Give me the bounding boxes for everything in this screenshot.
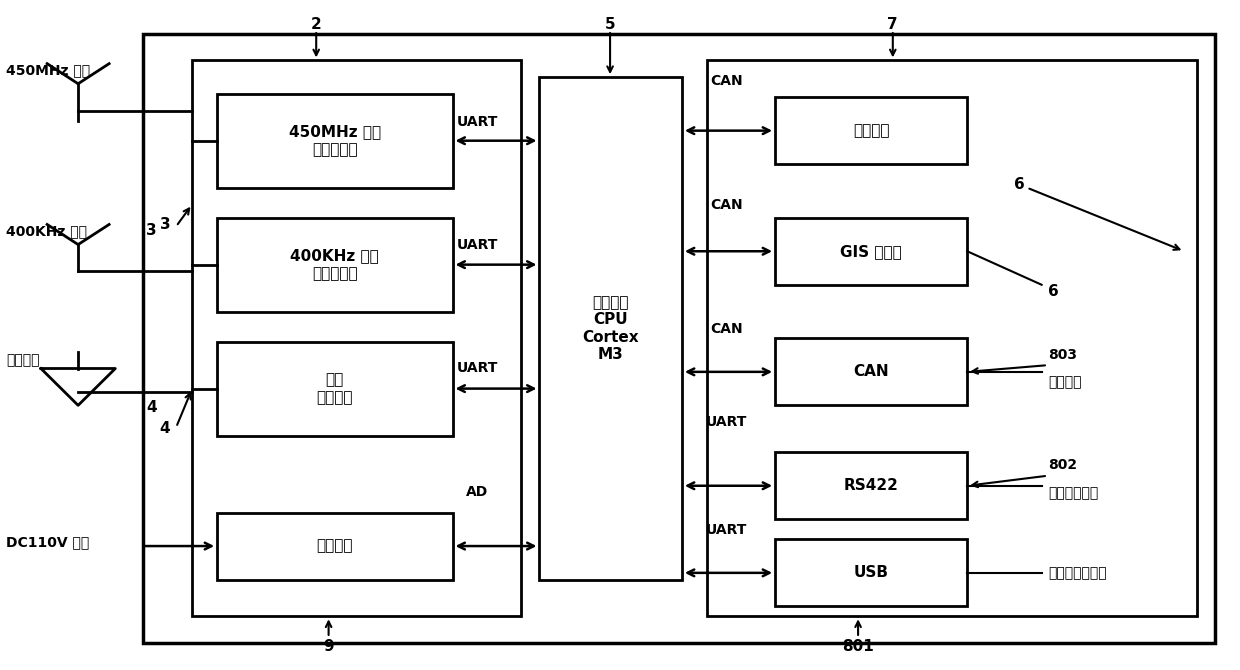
FancyBboxPatch shape — [217, 342, 453, 436]
Text: 7: 7 — [888, 17, 898, 32]
Text: UART: UART — [706, 415, 748, 429]
Text: 电源单元: 电源单元 — [316, 539, 353, 553]
Text: 400KHz 数字
信道机单元: 400KHz 数字 信道机单元 — [290, 249, 379, 281]
FancyBboxPatch shape — [707, 60, 1197, 616]
Text: AD: AD — [466, 485, 489, 499]
Text: 4: 4 — [146, 400, 156, 415]
Text: 803: 803 — [1048, 348, 1076, 362]
Text: 801: 801 — [842, 639, 874, 654]
Text: 6: 6 — [1048, 284, 1059, 299]
FancyBboxPatch shape — [192, 60, 521, 616]
Text: CAN: CAN — [853, 364, 889, 379]
Text: GIS 数据库: GIS 数据库 — [841, 244, 901, 259]
Text: UART: UART — [706, 523, 748, 537]
FancyBboxPatch shape — [539, 77, 682, 580]
Text: 400KHz 天线: 400KHz 天线 — [6, 224, 87, 238]
Text: 802: 802 — [1048, 458, 1076, 472]
Text: UART: UART — [456, 238, 498, 252]
Text: 2: 2 — [311, 17, 321, 32]
Text: 450MHz 天线: 450MHz 天线 — [6, 64, 91, 77]
Text: CAN: CAN — [711, 198, 743, 212]
FancyBboxPatch shape — [775, 218, 967, 285]
Text: 车次号编码器: 车次号编码器 — [1048, 486, 1099, 500]
Text: 6: 6 — [1014, 177, 1024, 192]
FancyBboxPatch shape — [775, 539, 967, 606]
Text: UART: UART — [456, 115, 498, 129]
Text: 4: 4 — [160, 421, 170, 436]
Text: 卫星
接收单元: 卫星 接收单元 — [316, 373, 353, 405]
Text: 3: 3 — [146, 222, 156, 237]
Text: 主控单元
CPU
Cortex
M3: 主控单元 CPU Cortex M3 — [583, 295, 639, 362]
Text: USB: USB — [853, 565, 889, 580]
FancyBboxPatch shape — [217, 218, 453, 312]
Text: 5: 5 — [605, 17, 615, 32]
Text: DC110V 电源: DC110V 电源 — [6, 536, 89, 549]
Text: CAN: CAN — [711, 74, 743, 88]
Text: 计算机数据下载: 计算机数据下载 — [1048, 566, 1106, 580]
FancyBboxPatch shape — [775, 452, 967, 519]
Text: 3: 3 — [160, 217, 170, 232]
Text: 操作终端: 操作终端 — [1048, 375, 1081, 389]
FancyBboxPatch shape — [775, 338, 967, 405]
FancyBboxPatch shape — [775, 97, 967, 164]
FancyBboxPatch shape — [217, 94, 453, 188]
Text: CAN: CAN — [711, 322, 743, 336]
Text: 9: 9 — [324, 639, 334, 654]
FancyBboxPatch shape — [143, 34, 1215, 643]
Text: RS422: RS422 — [843, 478, 899, 493]
Text: 卫星天线: 卫星天线 — [6, 353, 40, 366]
Text: 记录单元: 记录单元 — [853, 123, 889, 138]
FancyBboxPatch shape — [217, 513, 453, 580]
Text: 450MHz 数字
信道机单元: 450MHz 数字 信道机单元 — [289, 125, 381, 157]
Text: UART: UART — [456, 361, 498, 375]
